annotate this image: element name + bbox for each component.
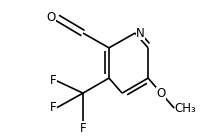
Text: F: F xyxy=(50,74,56,87)
Text: F: F xyxy=(50,101,56,114)
Text: O: O xyxy=(47,11,56,24)
Text: O: O xyxy=(157,87,166,100)
Text: CH₃: CH₃ xyxy=(175,102,197,115)
Text: F: F xyxy=(80,122,86,135)
Text: N: N xyxy=(136,26,145,40)
